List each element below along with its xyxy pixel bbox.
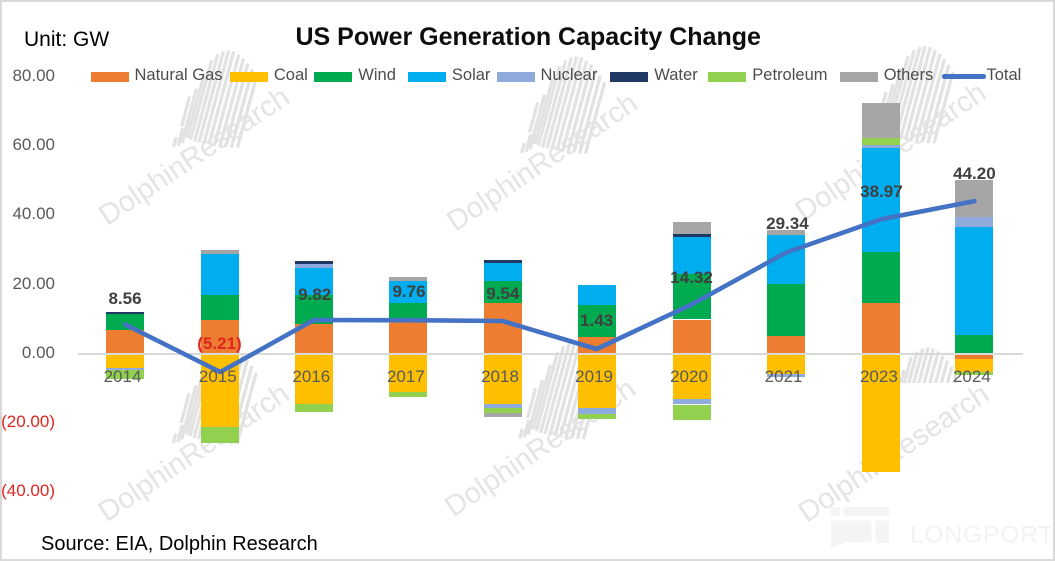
svg-text:LONGPORT: LONGPORT [910,522,1051,549]
